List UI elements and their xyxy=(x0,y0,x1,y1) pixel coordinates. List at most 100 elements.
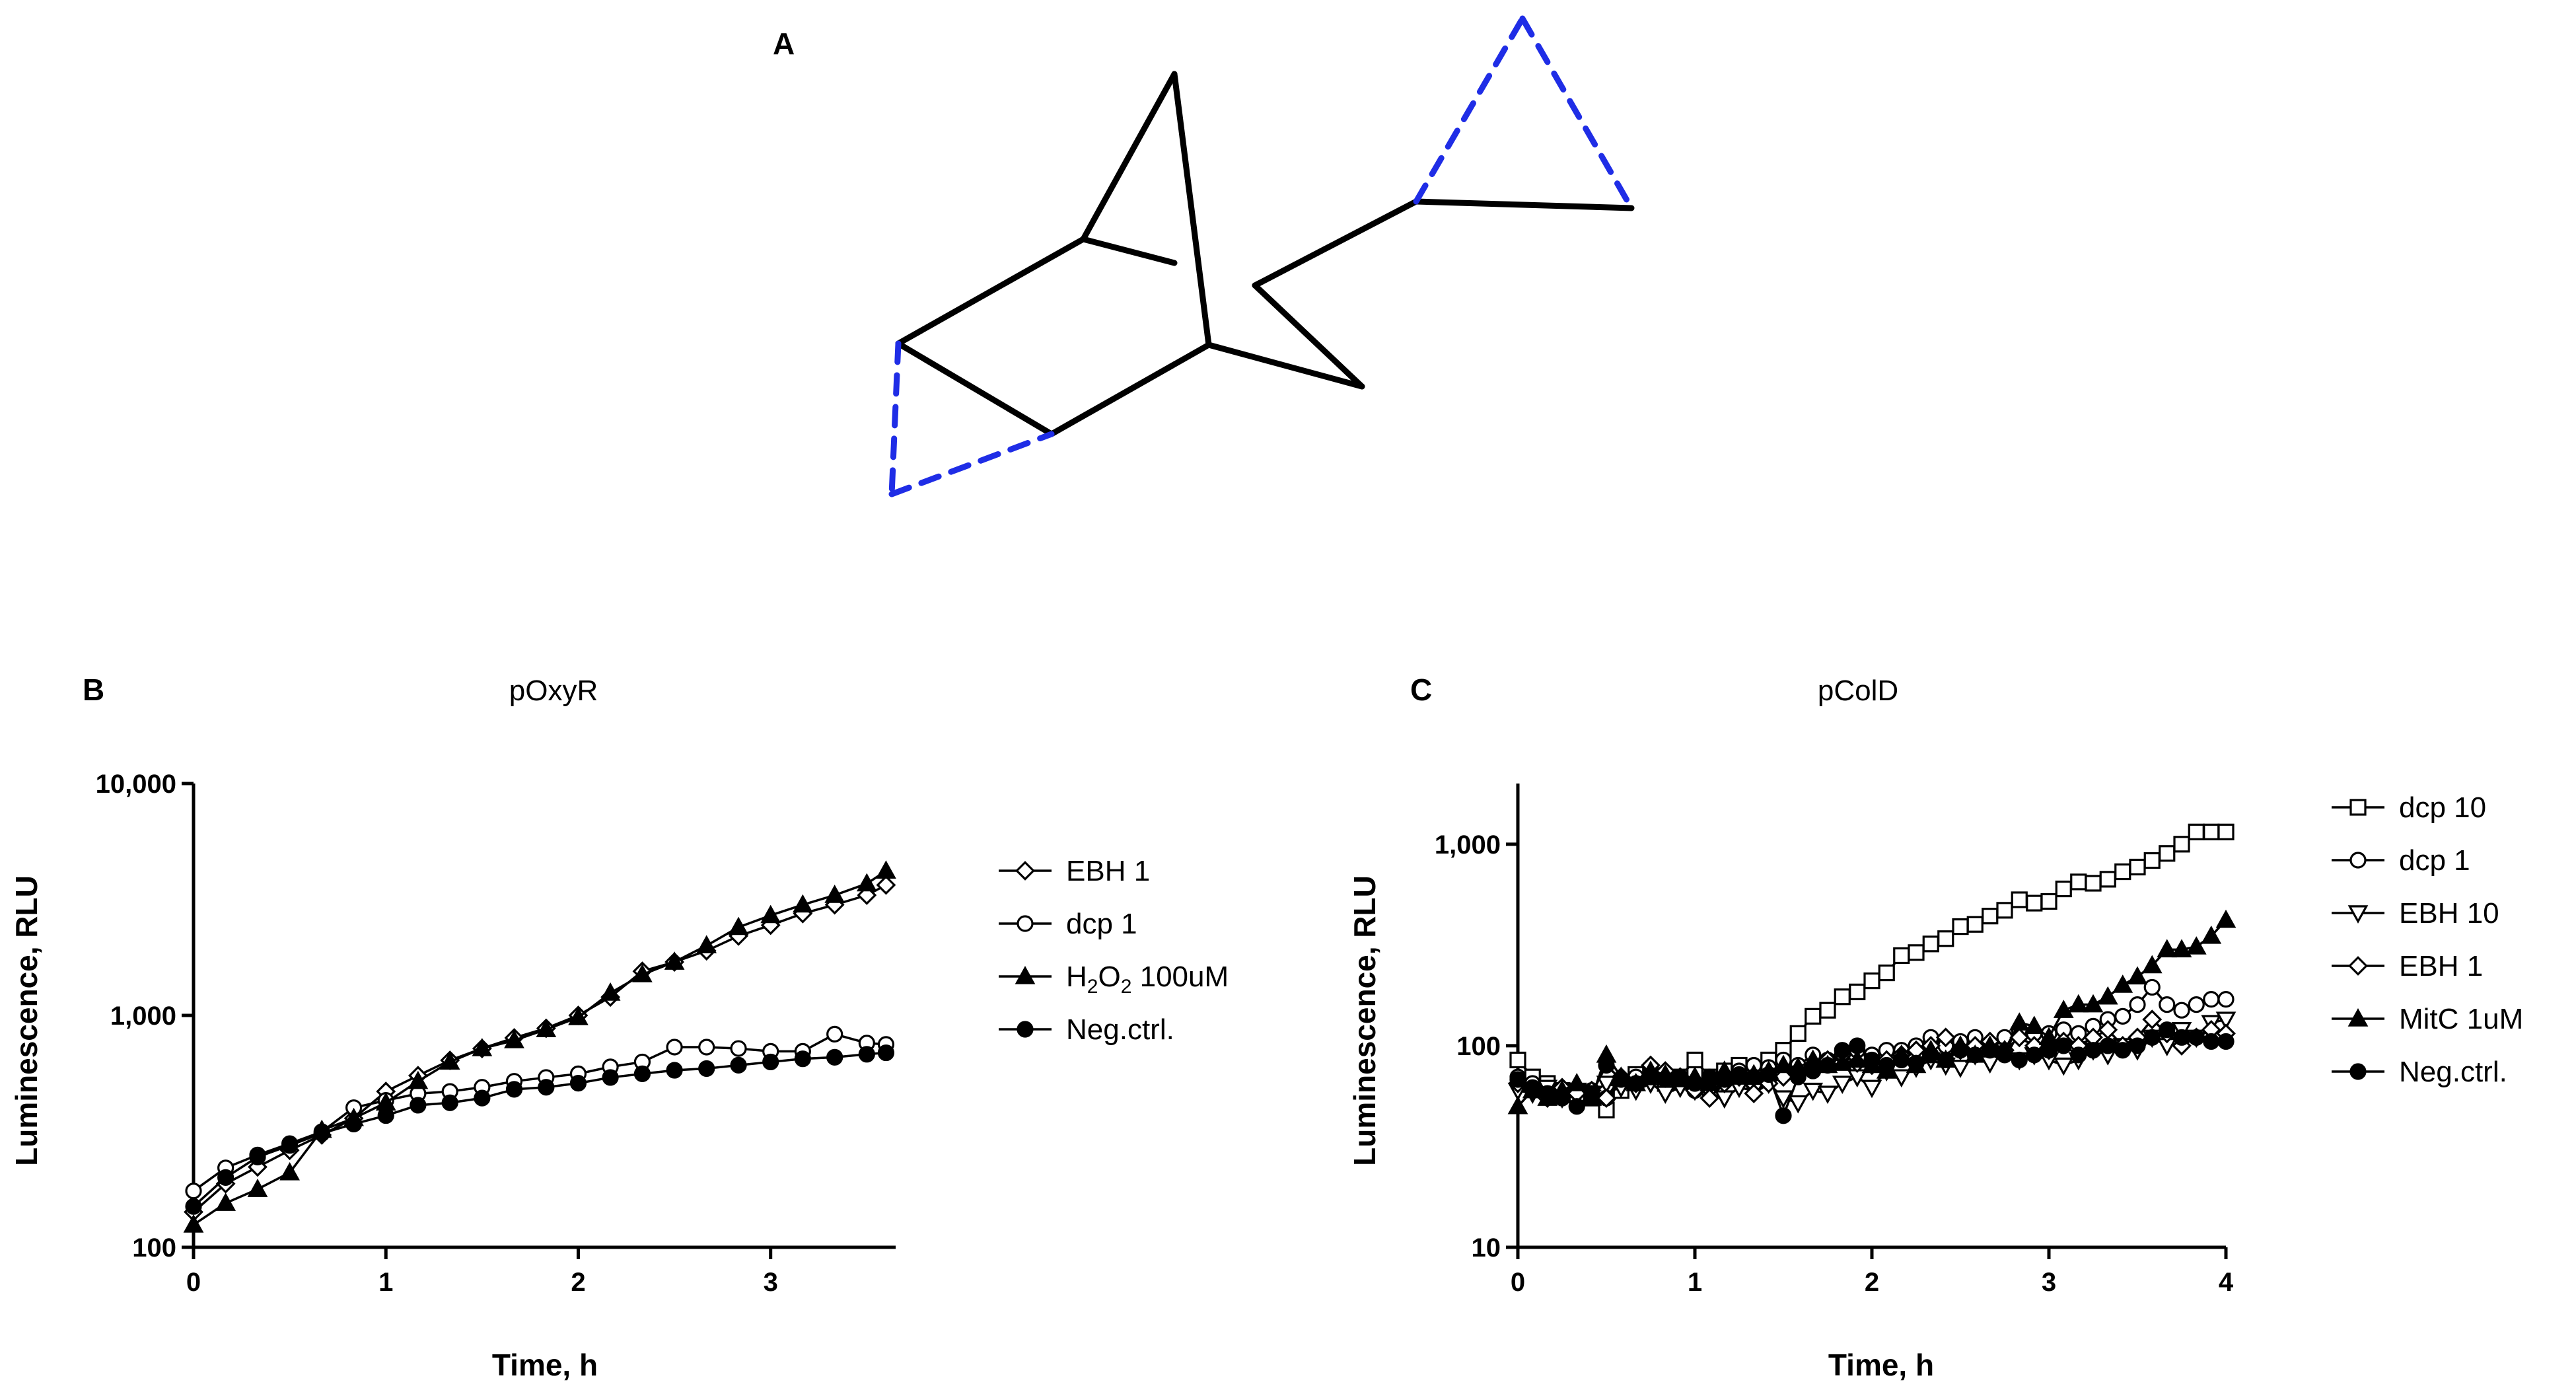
data-point xyxy=(2040,893,2057,910)
data-point xyxy=(826,1025,843,1043)
data-point xyxy=(1731,1066,1748,1083)
data-point xyxy=(281,1137,299,1154)
data-point xyxy=(439,1051,460,1070)
data-point xyxy=(2053,1000,2074,1018)
data-point xyxy=(1847,1049,1868,1068)
data-point xyxy=(410,1097,427,1114)
data-point xyxy=(1878,1056,1895,1074)
data-point xyxy=(2143,1029,2161,1046)
data-point xyxy=(1950,1060,1971,1078)
data-point xyxy=(2026,895,2043,912)
data-point xyxy=(1744,1083,1764,1104)
data-point xyxy=(1966,916,1984,933)
data-point xyxy=(2141,955,2163,974)
data-point xyxy=(2142,1009,2163,1030)
data-point xyxy=(1980,1055,2001,1074)
data-point xyxy=(2203,823,2220,840)
x-tick-label: 4 xyxy=(2219,1268,2234,1297)
data-point xyxy=(1832,1052,1853,1071)
series-line xyxy=(193,869,887,1226)
data-point xyxy=(2203,991,2220,1008)
legend-marker xyxy=(2349,1063,2367,1080)
data-point xyxy=(185,1183,202,1200)
panel-letter-c: C xyxy=(1410,673,1432,707)
data-point xyxy=(2173,836,2190,853)
data-point xyxy=(1819,1056,1836,1074)
data-point xyxy=(1775,1107,1792,1124)
data-point xyxy=(856,873,877,892)
data-point xyxy=(2215,909,2236,928)
x-tick-label: 3 xyxy=(2042,1268,2056,1297)
data-point xyxy=(1861,1079,1882,1099)
panel-letter-a: A xyxy=(773,26,795,61)
data-point xyxy=(2114,1007,2131,1025)
data-point xyxy=(2129,1037,2146,1054)
data-point xyxy=(1966,1046,1984,1064)
x-tick-label: 0 xyxy=(186,1268,201,1297)
data-point xyxy=(2114,1042,2131,1059)
data-point xyxy=(2070,1046,2087,1064)
data-point xyxy=(2188,1029,2205,1046)
data-point xyxy=(877,1044,895,1062)
y-tick-label: 10 xyxy=(1472,1233,1501,1262)
data-point xyxy=(1539,1085,1556,1102)
data-point xyxy=(1803,1082,1824,1101)
x-tick-label: 3 xyxy=(764,1268,778,1297)
data-point xyxy=(2203,1033,2220,1050)
data-point xyxy=(824,885,845,903)
data-point xyxy=(2099,871,2116,888)
data-point xyxy=(2217,991,2235,1008)
legend-label: H2O2 100uM xyxy=(1066,961,1229,998)
x-tick-label: 2 xyxy=(571,1268,585,1297)
chart-legend: EBH 1 dcp 1 H2O2 100uM Neg.ctrl. xyxy=(999,855,1229,1046)
data-point xyxy=(183,1214,204,1233)
y-tick-label: 1,000 xyxy=(110,1002,176,1031)
legend-item: dcp 10 xyxy=(2332,791,2486,824)
data-point xyxy=(1714,1090,1735,1109)
legend-item: Neg.ctrl. xyxy=(999,1013,1174,1046)
chart-title: pOxyR xyxy=(509,675,598,707)
data-point xyxy=(536,1019,557,1037)
data-point xyxy=(666,1039,683,1056)
data-point xyxy=(633,1065,651,1082)
data-point xyxy=(858,1046,875,1063)
data-point xyxy=(1922,1046,1939,1064)
data-point xyxy=(826,1048,843,1066)
data-point xyxy=(1745,1068,1762,1085)
data-point xyxy=(2201,925,2222,944)
data-point xyxy=(1805,1062,1822,1079)
legend-item: Neg.ctrl. xyxy=(2332,1056,2507,1088)
data-point xyxy=(602,1069,619,1086)
chart-title: pColD xyxy=(1818,675,1898,707)
data-point xyxy=(185,1198,202,1215)
data-point xyxy=(1554,1089,1571,1107)
data-point xyxy=(313,1124,330,1142)
data-point xyxy=(2159,996,2176,1013)
legend-marker xyxy=(1017,1021,1034,1038)
data-point xyxy=(505,1081,523,1098)
y-tick-label: 1,000 xyxy=(1435,830,1501,860)
data-point xyxy=(1598,1056,1615,1074)
legend-label: dcp 1 xyxy=(2399,844,2470,877)
data-point xyxy=(2143,978,2161,996)
data-point xyxy=(2099,1037,2116,1054)
data-point xyxy=(1996,902,2013,919)
data-point xyxy=(1922,935,1939,953)
data-point xyxy=(1863,1051,1880,1069)
legend-label: EBH 10 xyxy=(2399,897,2499,930)
chart-axes: 0 1 2 3 100 1,000 10,000 xyxy=(96,770,896,1297)
data-point xyxy=(1760,1066,1777,1083)
data-point xyxy=(2143,852,2161,869)
data-point xyxy=(728,916,749,935)
y-axis-label: Luminescence, RLU xyxy=(9,875,44,1166)
data-point xyxy=(2112,974,2133,993)
legend-label: dcp 1 xyxy=(1066,908,1137,940)
data-point xyxy=(217,1169,234,1186)
data-point xyxy=(1834,1042,1851,1059)
legend-marker xyxy=(1017,915,1034,932)
data-point xyxy=(1701,1068,1718,1085)
y-tick-label: 10,000 xyxy=(96,770,176,799)
panel-letter-b: B xyxy=(83,673,104,707)
data-point xyxy=(1908,944,1925,961)
data-point xyxy=(2215,1011,2236,1031)
